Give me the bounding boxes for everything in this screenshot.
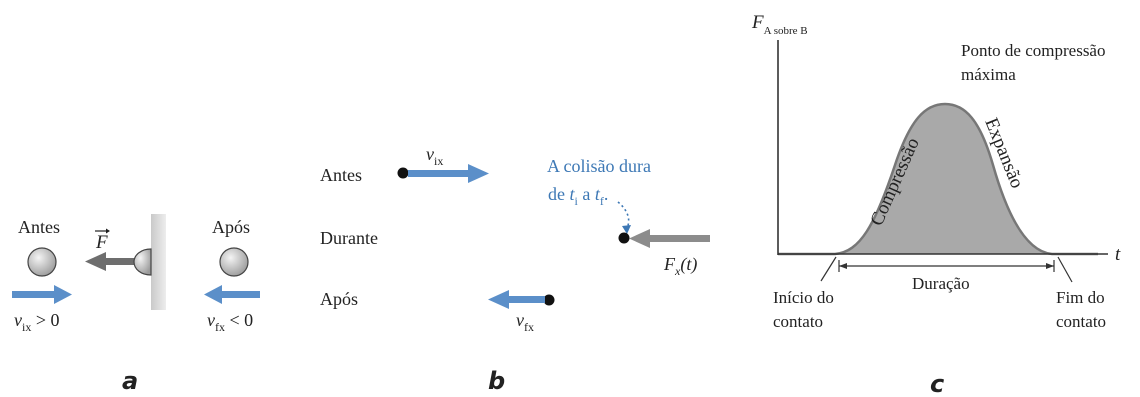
particle-before: [397, 167, 409, 179]
start-label-line2: contato: [773, 312, 823, 331]
wall: [151, 214, 166, 310]
panel-b-row-after: Após: [320, 289, 358, 309]
x-axis-label: t: [1115, 244, 1121, 265]
force-arrow: [85, 252, 150, 271]
collision-note-line2: de ti a tf.: [548, 184, 608, 208]
force-label: F: [95, 232, 108, 253]
force-pulse-area: [835, 104, 1052, 254]
particle-during: [618, 232, 630, 244]
velocity-final-label: vfx: [516, 310, 534, 334]
panel-b-row-during: Durante: [320, 228, 378, 248]
pointer-dotted-arrow: [617, 201, 631, 234]
panel-c: FA sobre B t Ponto de compressão máxima …: [751, 12, 1121, 397]
panel-b-caption: b: [488, 367, 505, 395]
force-pulse-curve: [778, 102, 1098, 256]
panel-a-velocity-before-label: vix > 0: [14, 310, 60, 334]
velocity-initial-arrow: [408, 164, 489, 183]
force-vector-mark: [95, 228, 110, 234]
end-label-line2: contato: [1056, 312, 1106, 331]
duration-dimension: [838, 260, 1055, 272]
force-during-arrow: [629, 229, 710, 248]
panel-b-row-before: Antes: [320, 165, 362, 185]
peak-label-line2: máxima: [961, 65, 1016, 84]
force-time-label: Fx(t): [663, 254, 697, 278]
particle-after: [543, 294, 555, 306]
panel-a-before-label: Antes: [18, 217, 60, 237]
velocity-after-arrow: [204, 285, 260, 304]
y-axis-label: FA sobre B: [751, 12, 808, 37]
end-label-line1: Fim do: [1056, 288, 1105, 307]
panel-a-after-label: Após: [212, 217, 250, 237]
velocity-before-arrow: [12, 285, 72, 304]
peak-label-line1: Ponto de compressão: [961, 41, 1105, 60]
end-pointer: [1057, 256, 1073, 283]
start-pointer: [820, 256, 837, 282]
velocity-final-arrow: [488, 290, 545, 309]
start-label-line1: Início do: [773, 288, 834, 307]
duration-label: Duração: [912, 274, 970, 293]
panel-a: Antes vix > 0 F Após vfx < 0 a: [12, 214, 260, 395]
panel-a-caption: a: [122, 367, 138, 395]
ball-before: [27, 247, 57, 277]
ball-after: [219, 247, 249, 277]
panel-c-caption: c: [930, 370, 944, 397]
velocity-initial-label: vix: [426, 144, 443, 168]
panel-b: Antes Durante Após vix A colisão dura de…: [320, 144, 710, 395]
ball-compressed: [133, 248, 152, 276]
collision-note-line1: A colisão dura: [547, 156, 651, 176]
panel-a-velocity-after-label: vfx < 0: [207, 310, 253, 334]
